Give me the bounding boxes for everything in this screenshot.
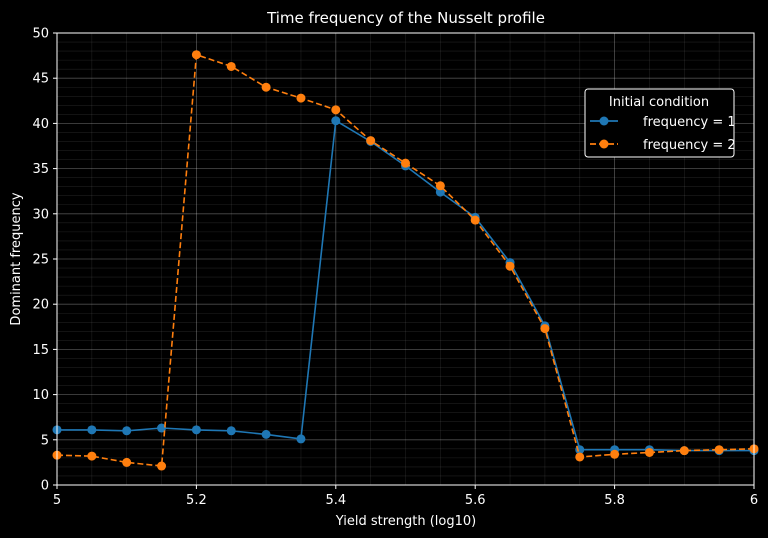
data-point-frequency-2 [122,457,132,467]
data-point-frequency-2 [470,215,480,225]
x-tick-label: 6 [750,493,758,508]
x-tick-label: 5.4 [325,493,346,508]
data-point-frequency-1 [226,426,236,436]
legend-marker-frequency-2 [599,139,609,149]
x-axis-label: Yield strength (log10) [335,514,476,529]
x-tick-label: 5.8 [604,493,625,508]
y-tick-label: 50 [32,27,49,42]
data-point-frequency-2 [296,93,306,103]
data-point-frequency-1 [435,187,445,197]
y-tick-label: 35 [32,162,49,177]
legend-label-frequency-2: frequency = 2 [643,138,736,153]
y-tick-label: 25 [32,253,49,268]
data-point-frequency-2 [575,452,585,462]
data-point-frequency-1 [331,116,341,126]
data-point-frequency-2 [226,61,236,71]
data-point-frequency-2 [435,181,445,191]
y-tick-label: 45 [32,72,49,87]
legend: Initial condition frequency = 1 frequenc… [584,88,736,158]
y-tick-label: 20 [32,298,49,313]
data-point-frequency-2 [401,158,410,168]
data-point-frequency-2 [261,82,271,92]
data-point-frequency-1 [296,434,306,444]
data-point-frequency-2 [87,451,97,461]
data-point-frequency-2 [191,50,201,60]
data-point-frequency-1 [87,425,97,435]
x-tick-label: 5.2 [186,493,207,508]
data-point-frequency-1 [157,423,167,433]
data-point-frequency-2 [644,447,654,457]
y-tick-label: 0 [41,479,49,494]
data-point-frequency-2 [679,446,689,456]
legend-entry-frequency-2: frequency = 2 [590,138,736,153]
y-tick-label: 30 [32,207,49,222]
legend-entry-frequency-1: frequency = 1 [590,115,736,130]
data-point-frequency-1 [122,426,132,436]
grid [57,33,754,485]
y-tick-label: 15 [32,343,49,358]
data-point-frequency-2 [610,449,620,459]
legend-box [584,88,735,158]
legend-marker-frequency-1 [599,116,609,126]
legend-label-frequency-1: frequency = 1 [643,115,736,130]
y-tick-label: 5 [41,433,49,448]
y-tick-label: 40 [32,117,49,132]
data-point-frequency-2 [331,105,341,115]
data-point-frequency-2 [540,324,550,334]
x-tick-label: 5.6 [465,493,486,508]
data-point-frequency-2 [157,461,167,471]
legend-title: Initial condition [609,95,709,110]
data-point-frequency-2 [505,261,515,271]
y-tick-label: 10 [32,388,49,403]
data-point-frequency-1 [261,429,271,439]
data-point-frequency-2 [714,445,724,455]
y-axis-label: Dominant frequency [9,192,24,325]
data-point-frequency-2 [366,136,376,146]
data-point-frequency-1 [191,425,201,435]
x-tick-label: 5 [53,493,61,508]
chart-title: Time frequency of the Nusselt profile [266,9,545,27]
